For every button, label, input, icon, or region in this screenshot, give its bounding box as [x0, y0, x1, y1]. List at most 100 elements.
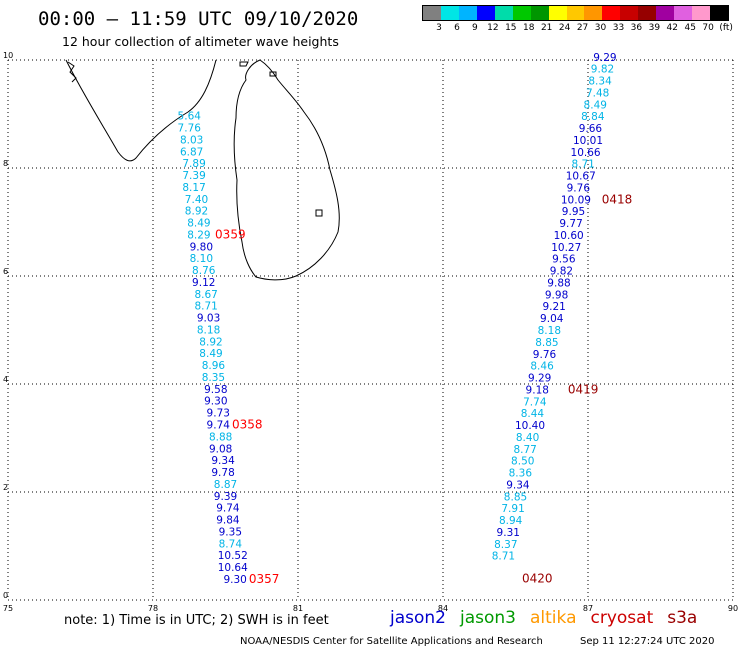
- page-title: 00:00 – 11:59 UTC 09/10/2020: [38, 8, 359, 30]
- wave-height-label: 9.82: [591, 64, 614, 76]
- wave-height-label: 9.77: [559, 218, 582, 230]
- wave-height-label: 10.60: [554, 230, 584, 242]
- wave-height-label: 9.78: [211, 467, 234, 479]
- wave-height-label: 7.39: [182, 170, 205, 182]
- wave-height-label: 8.92: [185, 206, 208, 218]
- wave-height-label: 9.74: [216, 503, 240, 515]
- wave-height-label: 9.30: [223, 574, 246, 586]
- wave-height-label: 8.37: [494, 539, 517, 551]
- color-scale-box: [423, 6, 441, 20]
- page-subtitle: 12 hour collection of altimeter wave hei…: [62, 34, 339, 49]
- wave-height-label: 8.03: [180, 134, 203, 146]
- wave-height-label: 9.31: [497, 527, 520, 539]
- wave-height-label: 8.71: [492, 551, 515, 563]
- wave-height-label: 9.76: [567, 182, 591, 194]
- wave-height-label: 10.66: [571, 147, 601, 159]
- time-label: 0358: [232, 418, 263, 432]
- wave-height-label: 10.01: [573, 135, 603, 147]
- color-scale-boxes: [422, 5, 729, 21]
- wave-height-label: 10.27: [551, 242, 581, 254]
- wave-height-label: 7.91: [501, 503, 524, 515]
- x-tick-label: 81: [293, 604, 303, 613]
- wave-height-label: 7.74: [523, 396, 547, 408]
- wave-height-label: 9.76: [533, 349, 557, 361]
- color-scale-box: [548, 6, 567, 20]
- y-tick-label: 4: [3, 375, 8, 384]
- lake-outline: [315, 209, 323, 217]
- wave-height-label: 10.52: [218, 550, 248, 562]
- wave-height-label: 9.66: [579, 123, 603, 135]
- wave-height-label: 8.87: [214, 479, 237, 491]
- color-scale-label: 33: [612, 23, 625, 33]
- color-scale-box: [620, 6, 639, 20]
- x-tick-label: 90: [728, 604, 738, 613]
- wave-height-label: 10.67: [566, 171, 596, 183]
- color-scale-label: 27: [576, 23, 589, 33]
- wave-height-label: 8.76: [192, 265, 216, 277]
- color-scale-box: [566, 6, 585, 20]
- wave-height-label: 10.64: [218, 562, 248, 574]
- wave-height-label: 8.10: [190, 253, 213, 265]
- wave-height-label: 7.76: [178, 123, 202, 135]
- color-scale-label: 42: [666, 23, 678, 33]
- wave-height-label: 9.80: [190, 241, 213, 253]
- wave-height-label: 9.74: [207, 420, 231, 432]
- footer-credit: NOAA/NESDIS Center for Satellite Applica…: [240, 636, 543, 647]
- wave-height-label: 8.71: [571, 159, 594, 171]
- color-scale-box: [602, 6, 621, 20]
- y-tick-label: 8: [3, 159, 8, 168]
- time-label: 0359: [215, 227, 246, 241]
- wave-height-label: 9.73: [207, 408, 230, 420]
- wave-height-label: 9.35: [219, 526, 242, 538]
- wave-height-label: 9.08: [209, 443, 232, 455]
- wave-height-label: 8.77: [513, 444, 536, 456]
- wave-height-label: 10.09: [561, 194, 591, 206]
- color-scale-label: 21: [540, 23, 553, 33]
- wave-height-label: 9.21: [542, 301, 565, 313]
- color-scale-label: 45: [684, 23, 696, 33]
- color-scale-legend: 3 6 9 12 15 18 21 24 27 30 33 36 39 42 45 70 (ft): [422, 5, 733, 35]
- color-scale-box: [710, 6, 728, 20]
- wave-height-label: 8.74: [219, 538, 243, 550]
- wave-height-label: 8.49: [187, 218, 210, 230]
- x-tick-label: 84: [438, 604, 448, 613]
- wave-height-label: 8.92: [199, 336, 222, 348]
- sri-lanka-outline: [233, 59, 340, 281]
- wave-height-label: 9.84: [216, 515, 240, 527]
- color-scale-labels: 3 6 9 12 15 18 21 24 27 30 33 36 39 42 45 70 (ft): [422, 23, 740, 35]
- time-label: 0357: [249, 572, 280, 586]
- wave-height-label: 9.58: [204, 384, 227, 396]
- wave-height-label: 6.87: [180, 146, 203, 158]
- wave-height-label: 9.88: [547, 277, 570, 289]
- wave-height-label: 7.48: [586, 87, 609, 99]
- color-scale-label: 15: [505, 23, 517, 33]
- color-scale-box: [476, 6, 495, 20]
- wave-height-label: 9.18: [526, 384, 549, 396]
- satellite-legend-jason2: jason2: [390, 608, 446, 628]
- wave-height-label: 9.34: [211, 455, 235, 467]
- time-label: 0419: [568, 382, 599, 396]
- color-scale-box: [512, 6, 531, 20]
- color-scale-box: [584, 6, 603, 20]
- color-scale-box: [458, 6, 477, 20]
- color-scale-box: [494, 6, 513, 20]
- wave-height-label: 8.49: [199, 348, 222, 360]
- color-scale-label: 12: [487, 23, 499, 33]
- wave-height-label: 8.71: [194, 301, 217, 313]
- wave-height-label: 8.34: [588, 76, 612, 88]
- color-scale-label: 9: [472, 23, 478, 33]
- wave-height-label: 9.29: [528, 373, 551, 385]
- wave-height-label: 5.64: [178, 111, 202, 123]
- footer-timestamp: Sep 11 12:27:24 UTC 2020: [580, 636, 715, 647]
- color-scale-label: 39: [648, 23, 661, 33]
- wave-height-label: 9.03: [197, 313, 220, 325]
- coast-detail: [67, 61, 77, 83]
- wave-height-label: 8.67: [194, 289, 217, 301]
- wave-height-label: 9.29: [593, 52, 616, 64]
- wave-height-label: 8.44: [521, 408, 545, 420]
- color-scale-box: [674, 6, 693, 20]
- india-coast: [65, 59, 217, 162]
- y-tick-label: 2: [3, 483, 8, 492]
- wave-height-label: 8.17: [182, 182, 205, 194]
- wave-height-label: 9.34: [506, 479, 530, 491]
